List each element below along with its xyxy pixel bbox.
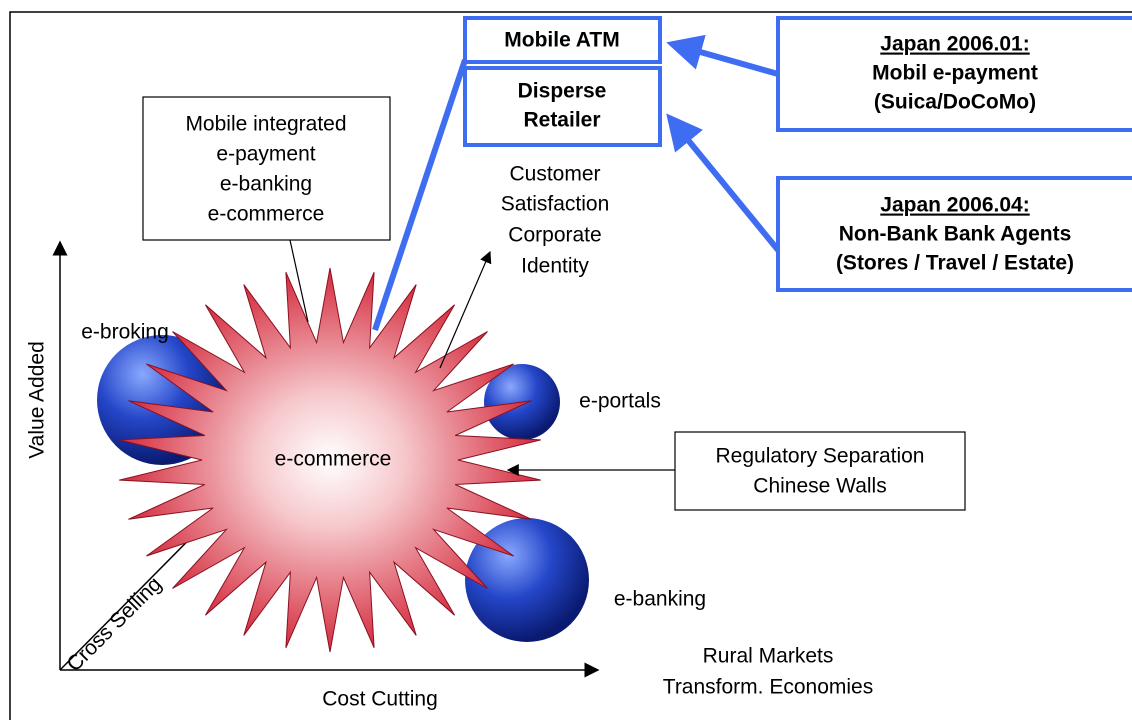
label: e-commerce	[275, 448, 392, 471]
box-text: Retailer	[523, 109, 600, 132]
box-text: Non-Bank Bank Agents	[839, 223, 1072, 246]
label: Rural Markets	[703, 645, 834, 668]
blue-arrow	[666, 113, 781, 252]
label: e-broking	[81, 321, 169, 344]
box-text: (Stores / Travel / Estate)	[836, 252, 1074, 275]
box-text: e-commerce	[208, 203, 325, 226]
box	[776, 16, 1132, 132]
box-heading: Japan 2006.04:	[880, 194, 1029, 217]
box	[463, 66, 662, 147]
box-text: Disperse	[518, 80, 607, 103]
label: Customer	[509, 163, 600, 186]
label: e-portals	[579, 390, 661, 413]
box	[463, 16, 662, 64]
sphere	[97, 335, 227, 465]
axis-label: Value Added	[26, 341, 49, 459]
box-heading: Japan 2006.01:	[880, 33, 1029, 56]
box-text: Mobile integrated	[185, 113, 346, 136]
connector	[439, 250, 492, 369]
box-text: (Suica/DoCoMo)	[874, 91, 1036, 114]
blue-arrow	[666, 34, 779, 77]
label: Identity	[521, 255, 589, 278]
blue-connector	[372, 59, 468, 331]
box-text: e-banking	[220, 173, 312, 196]
box-text: Mobil e-payment	[872, 62, 1038, 85]
star	[119, 267, 541, 653]
box-text: Chinese Walls	[753, 475, 886, 498]
box	[674, 431, 966, 511]
frame	[9, 11, 1132, 720]
box	[142, 96, 391, 241]
label: Corporate	[508, 224, 601, 247]
box	[776, 176, 1132, 292]
box-text: e-payment	[216, 143, 315, 166]
axis-label: Cost Cutting	[322, 688, 438, 711]
label: Transform. Economies	[663, 676, 873, 699]
axis-label: Cross Selling	[62, 572, 166, 676]
label: Satisfaction	[501, 193, 610, 216]
box-text: Regulatory Separation	[716, 445, 925, 468]
connector	[289, 239, 309, 323]
box-text: Mobile ATM	[504, 29, 619, 52]
label: e-banking	[614, 588, 706, 611]
